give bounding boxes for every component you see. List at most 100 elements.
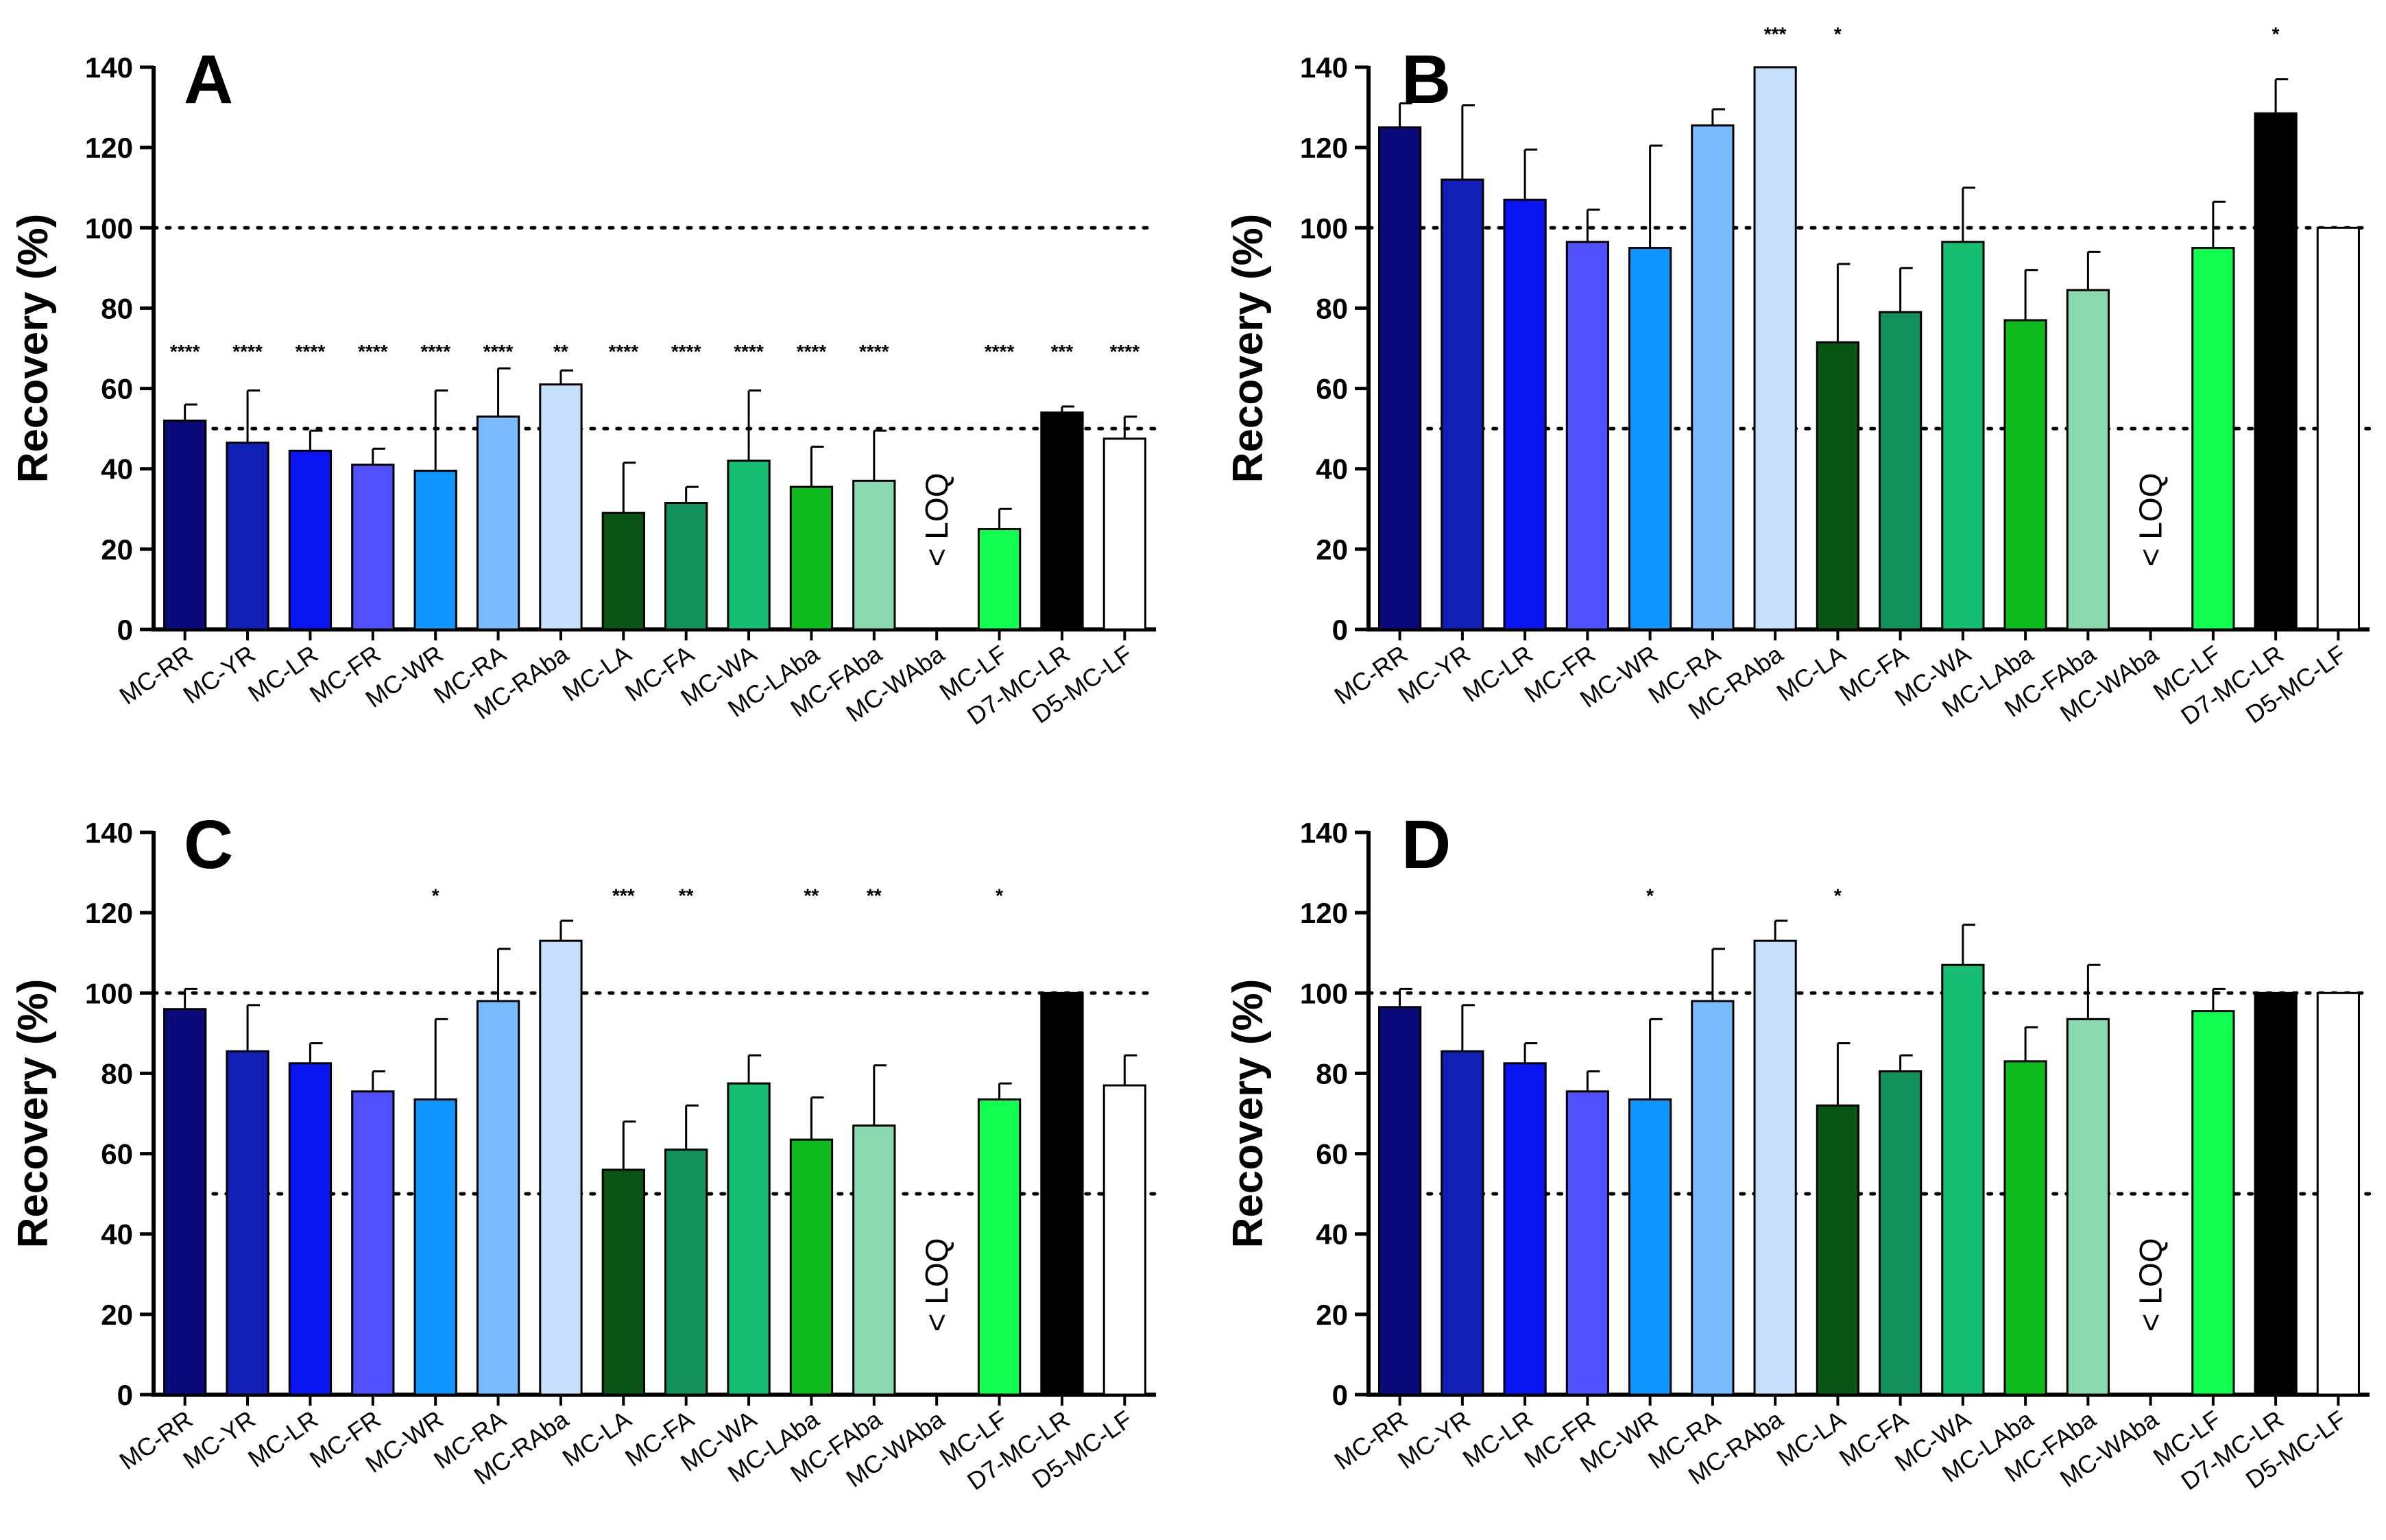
bar-mc-la [1816,341,1859,631]
significance-mark: ** [867,885,882,906]
significance-mark: **** [420,341,450,362]
y-axis-title: Recovery (%) [1225,979,1272,1249]
significance-mark: **** [734,341,764,362]
y-tick-label: 80 [1316,292,1348,324]
bar-mc-faba [2066,1018,2110,1396]
category-label: MC-LR [243,640,323,708]
bar-mc-fa [1879,1070,1923,1396]
category-label: MC-YR [1393,640,1475,709]
bar-mc-lf [2191,1010,2235,1396]
y-tick-label: 100 [1300,977,1348,1009]
significance-mark: **** [985,341,1015,362]
panel-label: B [1401,41,1451,118]
bar-mc-wa [727,1082,771,1396]
significance-mark: **** [797,341,827,362]
y-tick-label: 60 [101,1138,133,1170]
significance-mark: **** [671,341,701,362]
bar-mc-wa [1941,963,1985,1396]
y-tick-label: 120 [1300,897,1348,929]
significance-mark: *** [1764,23,1787,45]
bar-mc-wa [727,459,771,631]
significance-mark: **** [859,341,889,362]
y-tick-label: 0 [117,614,133,646]
bar-mc-lr [1503,1062,1547,1396]
bar-mc-raba [539,939,583,1396]
bar-d7-mc-lr [1040,411,1084,631]
bar-mc-la [601,512,645,631]
significance-mark: * [432,885,439,906]
category-label: MC-RR [114,1405,197,1475]
significance-mark: **** [170,341,200,362]
bar-mc-wa [1941,241,1985,631]
loq-label: < LOQ [919,1238,954,1332]
significance-mark: **** [609,341,639,362]
bar-mc-faba [2066,289,2110,631]
bar-mc-lf [977,528,1022,631]
panel-label: A [184,41,233,118]
panel-label: D [1401,806,1451,883]
significance-mark: ** [679,885,694,906]
category-label: MC-LR [1458,1405,1538,1473]
chart-panel-b: 0 20 40 60 80 100 120 140 Recovery (%) B MC-RRMC-Y… [1225,23,2372,730]
bar-mc-rr [163,419,207,631]
significance-mark: * [1834,23,1842,45]
loq-label: < LOQ [2133,1238,2169,1332]
y-tick-label: 80 [1316,1057,1348,1090]
category-label: MC-LA [1772,640,1851,707]
bar-mc-raba [1753,939,1797,1396]
y-tick-label: 40 [101,453,133,485]
category-label: MC-LA [557,640,636,707]
bar-mc-ra [476,416,520,631]
chart-panel-d: 0 20 40 60 80 100 120 140 Recovery (%) D MC-RRMC-Y… [1225,806,2372,1495]
y-tick-label: 0 [1332,614,1348,646]
panel-label: C [184,806,233,883]
significance-mark: **** [296,341,326,362]
bar-mc-yr [226,1050,269,1396]
y-tick-label: 20 [101,533,133,566]
bar-mc-laba [2003,319,2047,631]
significance-mark: **** [483,341,514,362]
bar-mc-fr [351,1090,395,1396]
bar-mc-la [1816,1104,1859,1396]
bar-mc-raba [1753,66,1797,631]
y-tick-label: 20 [1316,533,1348,566]
bar-mc-laba [789,1138,834,1396]
bar-mc-rr [1378,1006,1422,1396]
bar-mc-fa [1879,311,1923,631]
y-axis-title: Recovery (%) [10,979,57,1249]
y-tick-label: 80 [101,1057,133,1090]
category-label: MC-LA [557,1405,636,1472]
bar-mc-wr [413,470,457,631]
y-tick-label: 60 [1316,1138,1348,1170]
loq-label: < LOQ [2133,473,2169,567]
bar-mc-wr [413,1098,457,1396]
bar-mc-lr [288,1062,333,1396]
significance-mark: * [1834,885,1842,906]
bar-mc-la [601,1168,645,1396]
y-tick-label: 60 [101,373,133,405]
bar-mc-faba [852,1124,896,1396]
significance-mark: **** [358,341,388,362]
bar-mc-wr [1628,247,1672,631]
bar-mc-laba [789,485,834,631]
y-tick-label: 140 [85,51,133,84]
bar-mc-rr [1378,126,1422,631]
y-tick-label: 40 [101,1218,133,1251]
bar-mc-laba [2003,1060,2047,1396]
bar-mc-wr [1628,1098,1672,1396]
y-tick-label: 140 [1300,51,1348,84]
significance-mark: **** [232,341,263,362]
bar-d7-mc-lr [2254,112,2298,631]
bar-mc-yr [226,442,269,631]
bar-mc-ra [1691,124,1735,631]
significance-mark: **** [1110,341,1140,362]
significance-mark: * [996,885,1003,906]
significance-mark: * [1646,885,1654,906]
bar-mc-ra [476,1000,520,1396]
bar-mc-raba [539,383,583,631]
category-label: MC-LA [1772,1405,1851,1472]
y-tick-label: 100 [1300,212,1348,244]
bar-mc-rr [163,1008,207,1396]
